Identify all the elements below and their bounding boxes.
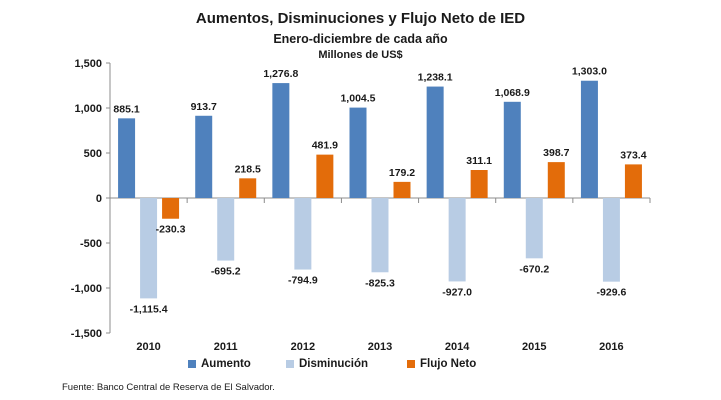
y-tick-label: 1,500 (74, 58, 102, 70)
source-note: Fuente: Banco Central de Reserva de El S… (62, 382, 275, 393)
legend-item-disminucion: Disminución (286, 358, 368, 370)
data-label: -794.9 (288, 275, 318, 287)
data-label: -695.2 (211, 266, 241, 278)
y-tick-label: -1,000 (71, 283, 102, 295)
y-tick-label: 0 (96, 193, 102, 205)
data-label: 398.7 (543, 147, 569, 159)
data-label: -230.3 (156, 224, 186, 236)
x-tick-label: 2013 (368, 341, 392, 353)
legend-swatch-aumento (188, 360, 196, 368)
chart-units: Millones de US$ (318, 49, 403, 61)
bar-disminucion (371, 198, 389, 273)
bar-flujo-neto (470, 170, 488, 198)
x-tick-label: 2014 (445, 341, 470, 353)
bar-aumento (195, 115, 213, 198)
bar-flujo-neto (239, 178, 257, 198)
bar-flujo-neto (624, 164, 642, 198)
data-label: -670.2 (519, 263, 549, 275)
x-tick-label: 2012 (291, 341, 315, 353)
bar-aumento (503, 101, 521, 198)
y-tick-label: 500 (84, 148, 102, 160)
legend: Aumento Disminución Flujo Neto (0, 358, 721, 374)
chart-subtitle: Enero-diciembre de cada año (273, 32, 448, 46)
data-label: -927.0 (442, 286, 472, 298)
x-tick-label: 2010 (136, 341, 160, 353)
chart-title: Aumentos, Disminuciones y Flujo Neto de … (195, 10, 526, 27)
legend-swatch-disminucion (286, 360, 294, 368)
data-label: -825.3 (365, 277, 395, 289)
data-label: 218.5 (235, 163, 261, 175)
data-label: 373.4 (620, 149, 646, 161)
y-tick-label: -1,500 (71, 328, 102, 340)
data-label: 1,303.0 (572, 66, 607, 78)
x-tick-label: 2015 (522, 341, 546, 353)
data-label: 311.1 (466, 155, 492, 167)
data-label: 179.2 (389, 167, 415, 179)
bar-aumento (118, 118, 136, 198)
data-label: 1,068.9 (495, 87, 530, 99)
data-label: -929.6 (597, 287, 627, 299)
x-tick-label: 2016 (599, 341, 623, 353)
bar-aumento (426, 86, 444, 198)
data-label: 1,238.1 (418, 72, 453, 84)
legend-swatch-flujo-neto (407, 360, 415, 368)
bar-flujo-neto (162, 198, 180, 219)
bar-disminucion (602, 198, 620, 282)
x-tick-label: 2011 (214, 341, 238, 353)
bar-disminucion (140, 198, 158, 299)
data-label: 913.7 (191, 101, 217, 113)
legend-item-flujo-neto: Flujo Neto (407, 358, 476, 370)
data-label: 885.1 (113, 103, 139, 115)
bar-disminucion (525, 198, 543, 259)
bar-disminucion (294, 198, 312, 270)
bar-flujo-neto (547, 162, 565, 198)
data-label: 1,004.5 (340, 93, 375, 105)
legend-label-disminucion: Disminución (299, 358, 369, 370)
bar-disminucion (217, 198, 235, 261)
bar-flujo-neto (316, 154, 334, 198)
bar-aumento (272, 83, 290, 198)
bar-aumento (349, 107, 367, 198)
data-label: 1,276.8 (263, 68, 298, 80)
data-label: 481.9 (312, 140, 338, 152)
legend-label-aumento: Aumento (201, 358, 251, 370)
legend-label-flujo-neto: Flujo Neto (420, 358, 477, 370)
bar-disminucion (448, 198, 466, 282)
y-tick-label: 1,000 (74, 103, 102, 115)
legend-item-aumento: Aumento (188, 358, 251, 370)
y-tick-label: -500 (80, 238, 102, 250)
bar-aumento (580, 80, 598, 198)
data-label: -1,115.4 (130, 303, 168, 315)
bar-flujo-neto (393, 181, 411, 198)
